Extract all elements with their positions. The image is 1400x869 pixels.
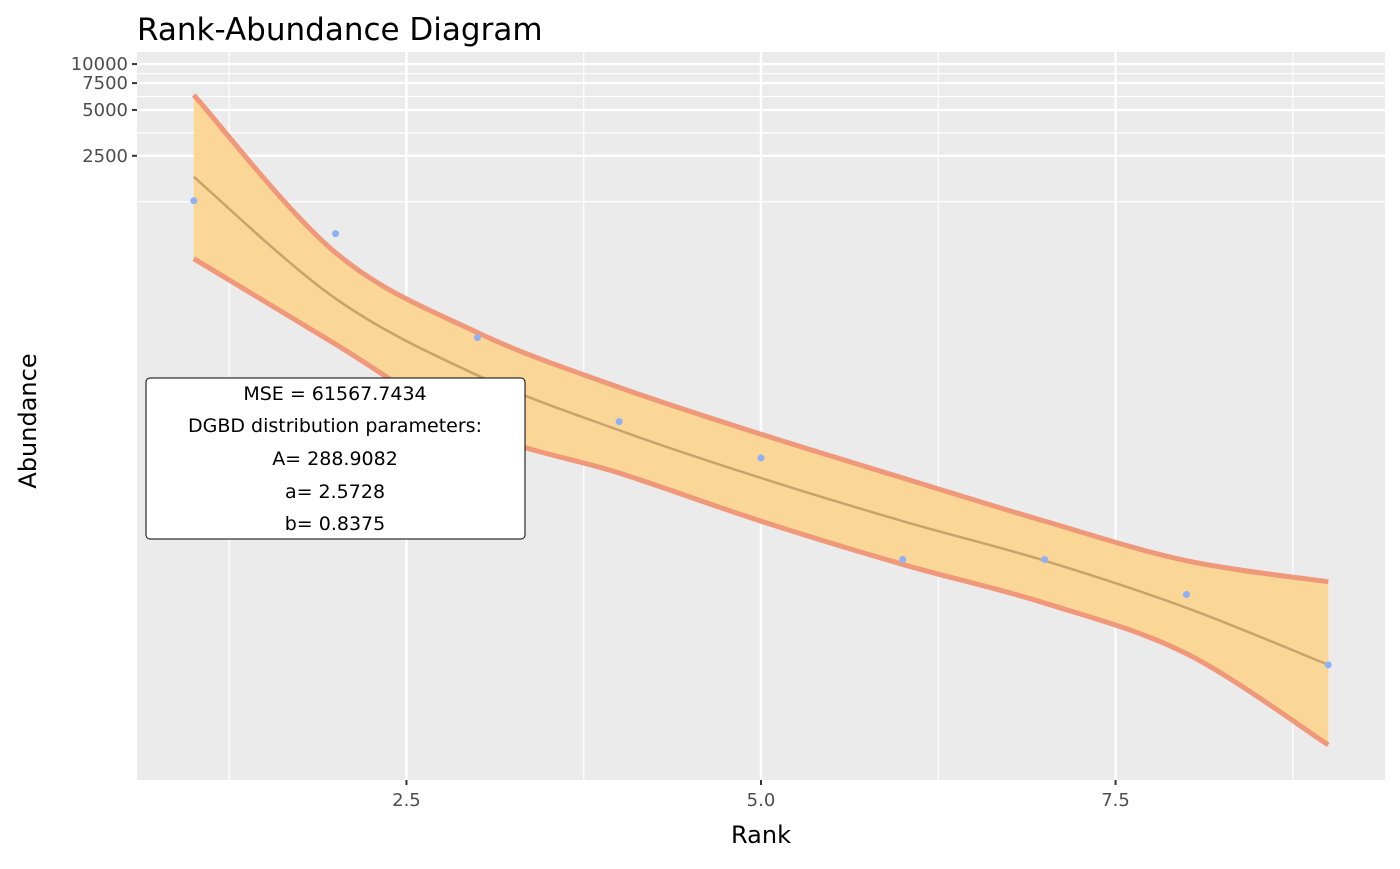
- gridlines: [137, 52, 1385, 780]
- y-tick-label: 2500: [82, 146, 128, 167]
- band-area: [193, 94, 1329, 745]
- x-tick-label: 7.5: [1101, 790, 1130, 811]
- annotation-line: b= 0.8375: [285, 513, 386, 535]
- observed-point: [1324, 661, 1332, 669]
- observed-point: [615, 418, 623, 426]
- x-axis-label: Rank: [731, 821, 791, 849]
- annotation-line: a= 2.5728: [285, 481, 385, 503]
- chart-title: Rank-Abundance Diagram: [137, 12, 543, 48]
- y-tick-label: 10000: [71, 54, 128, 75]
- annotation-line: MSE = 61567.7434: [243, 383, 426, 405]
- lower-bound-line: [192, 256, 1330, 747]
- observed-point: [899, 556, 907, 564]
- confidence-band: [191, 93, 1330, 747]
- observed-point: [332, 230, 340, 238]
- annotation-line: DGBD distribution parameters:: [188, 415, 482, 437]
- annotation-background: [145, 377, 526, 540]
- observed-point: [473, 334, 481, 342]
- observed-point: [1182, 591, 1190, 599]
- observed-points: [190, 197, 1332, 669]
- y-tick-label: 5000: [82, 100, 128, 121]
- annotation-line: A= 288.9082: [272, 448, 398, 470]
- y-axis-label: Abundance: [14, 353, 42, 488]
- observed-point: [757, 454, 765, 462]
- y-tick-label: 7500: [82, 73, 128, 94]
- x-tick-label: 5.0: [747, 790, 776, 811]
- annotation-box: MSE = 61567.7434 DGBD distribution param…: [145, 377, 526, 540]
- upper-bound-line: [191, 93, 1329, 585]
- observed-point: [190, 197, 198, 205]
- fitted-line: [192, 175, 1329, 666]
- observed-point: [1041, 556, 1049, 564]
- x-tick-label: 2.5: [392, 790, 421, 811]
